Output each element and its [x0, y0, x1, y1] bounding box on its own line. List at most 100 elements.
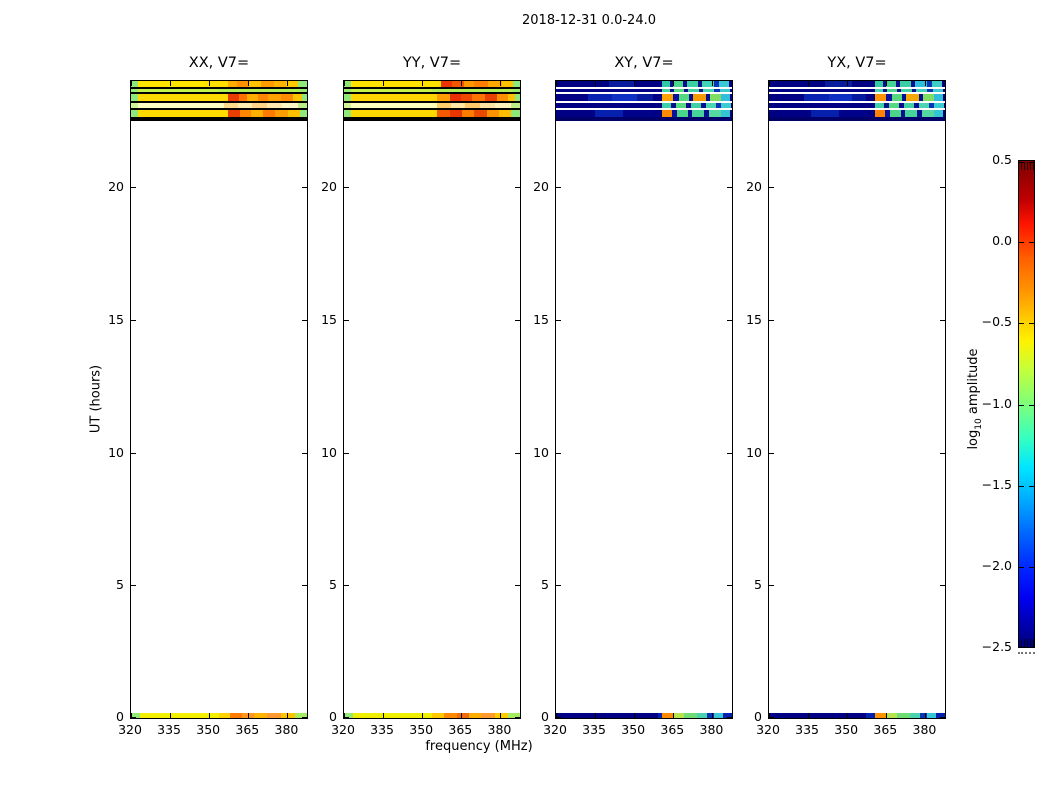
- colorbar-tick-mark: [1029, 647, 1034, 648]
- scan-segment: [714, 89, 720, 92]
- scan-row: [131, 89, 307, 92]
- scan-segment: [344, 110, 352, 117]
- scan-segment: [511, 110, 520, 117]
- scan-row: [344, 713, 520, 718]
- y-tick-label: 5: [116, 577, 124, 592]
- scan-segment: [351, 94, 438, 101]
- scan-row: [131, 713, 307, 718]
- x-tick-mark: [769, 713, 770, 718]
- scan-segment: [769, 101, 945, 103]
- scan-segment: [299, 89, 307, 92]
- scan-segment: [287, 110, 300, 117]
- scan-segment: [344, 87, 520, 89]
- scan-segment: [652, 94, 662, 101]
- scan-segment: [769, 87, 945, 89]
- scan-segment: [594, 110, 623, 117]
- scan-segment: [252, 103, 267, 108]
- scan-segment: [839, 110, 866, 117]
- scan-segment: [661, 94, 674, 101]
- scan-segment: [903, 103, 915, 108]
- scan-segment: [721, 103, 732, 108]
- scan-segment: [219, 713, 230, 718]
- colorbar-tick-label: 0.5: [992, 152, 1012, 167]
- scan-segment: [769, 713, 866, 718]
- scan-segment: [705, 94, 710, 101]
- scan-segment: [882, 81, 887, 87]
- scan-segment: [351, 103, 438, 108]
- scan-row: [344, 94, 520, 101]
- scan-segment: [697, 81, 703, 87]
- scan-segment: [612, 94, 637, 101]
- x-tick-mark: [673, 81, 674, 86]
- y-tick-mark: [515, 585, 520, 586]
- scan-segment: [888, 103, 900, 108]
- panel-yx: [768, 80, 946, 719]
- x-tick-mark: [344, 81, 345, 86]
- scan-segment: [669, 89, 674, 92]
- x-tick-mark: [808, 713, 809, 718]
- scan-segment: [916, 110, 923, 117]
- x-tick-mark: [925, 713, 926, 718]
- scan-segment: [730, 94, 732, 101]
- scan-segment: [456, 713, 469, 718]
- scan-row: [131, 87, 307, 89]
- scan-segment: [915, 81, 927, 87]
- colorbar-tick-label: −1.5: [981, 477, 1012, 492]
- scan-segment: [344, 101, 520, 103]
- scan-segment: [885, 110, 891, 117]
- scan-row: [556, 108, 732, 110]
- scan-segment: [138, 94, 228, 101]
- scan-segment: [432, 89, 513, 92]
- scan-segment: [344, 103, 352, 108]
- x-tick-mark: [925, 81, 926, 86]
- y-tick-label: 10: [533, 445, 549, 460]
- scan-segment: [250, 110, 263, 117]
- scan-segment: [661, 89, 670, 92]
- scan-segment: [273, 81, 286, 87]
- scan-segment: [131, 110, 139, 117]
- x-tick-mark: [886, 81, 887, 86]
- scan-segment: [769, 108, 945, 110]
- scan-segment: [702, 81, 714, 87]
- scan-segment: [942, 81, 945, 87]
- scan-segment: [138, 103, 225, 108]
- scan-segment: [556, 89, 662, 92]
- colorbar-label-subscript: 10: [973, 418, 984, 430]
- scan-segment: [236, 81, 249, 87]
- scan-segment: [556, 81, 609, 87]
- scan-segment: [944, 103, 945, 108]
- scan-segment: [899, 103, 904, 108]
- scan-segment: [932, 89, 944, 92]
- scan-segment: [248, 81, 262, 87]
- scan-row: [769, 108, 945, 110]
- y-tick-label: 0: [541, 709, 549, 724]
- y-tick-label: 10: [108, 445, 124, 460]
- scan-segment: [901, 89, 912, 92]
- scan-segment: [716, 103, 722, 108]
- scan-segment: [131, 89, 139, 92]
- scan-segment: [556, 103, 662, 108]
- scan-segment: [240, 110, 251, 117]
- scan-row: [769, 101, 945, 103]
- scan-segment: [138, 89, 219, 92]
- y-tick-label: 20: [533, 179, 549, 194]
- x-tick-mark: [808, 81, 809, 86]
- scan-segment: [890, 110, 901, 117]
- scan-segment: [920, 713, 928, 718]
- x-tick-mark: [847, 81, 848, 86]
- x-tick-label: 350: [621, 722, 646, 737]
- scan-row: [769, 94, 945, 101]
- scan-segment: [282, 103, 299, 108]
- scan-segment: [263, 110, 276, 117]
- scan-segment: [703, 110, 710, 117]
- scan-segment: [472, 94, 485, 101]
- scan-segment: [131, 92, 307, 94]
- scan-row: [131, 110, 307, 117]
- scan-segment: [449, 94, 462, 101]
- scan-segment: [437, 94, 450, 101]
- scan-segment: [929, 103, 935, 108]
- scan-row: [344, 81, 520, 87]
- y-tick-mark: [302, 453, 307, 454]
- scan-segment: [900, 81, 911, 87]
- scan-segment: [931, 81, 943, 87]
